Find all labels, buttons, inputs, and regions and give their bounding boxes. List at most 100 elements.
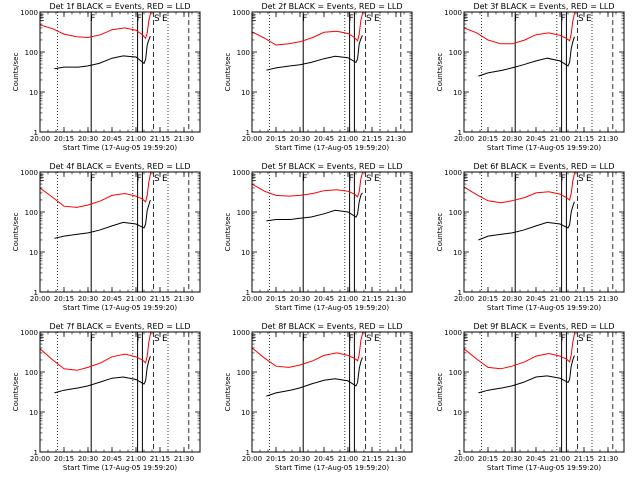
y-tick-label: 1000	[232, 9, 250, 17]
x-axis-label: Start Time (17-Aug-05 19:59:20)	[487, 464, 601, 472]
marker-label-f: F	[514, 174, 519, 184]
series-lld-line	[252, 332, 364, 368]
x-tick-label: 20:00	[454, 135, 474, 143]
plot-frame	[39, 331, 201, 453]
x-tick-label: 20:00	[30, 295, 50, 303]
x-tick-label: 21:30	[386, 295, 406, 303]
marker-label-f: F	[349, 334, 354, 344]
series-lld-line	[464, 332, 576, 370]
y-tick-label: 1000	[20, 329, 38, 337]
marker-label-s: S	[154, 334, 160, 344]
x-tick-label: 21:00	[126, 135, 146, 143]
series-lld-line	[40, 332, 152, 371]
x-tick-label: 20:30	[78, 135, 98, 143]
marker-label-s: S	[154, 174, 160, 184]
marker-label-e: E	[162, 14, 168, 24]
x-tick-label: 20:45	[314, 295, 334, 303]
plot-frame	[463, 331, 625, 453]
panel-title: Det 3f BLACK = Events, RED = LLD	[473, 2, 614, 11]
x-axis-label: Start Time (17-Aug-05 19:59:20)	[63, 144, 177, 152]
y-tick-label: 100	[25, 209, 38, 217]
marker-label-e: E	[586, 334, 592, 344]
panel-title: Det 5f BLACK = Events, RED = LLD	[261, 162, 402, 171]
y-tick-label: 1000	[232, 329, 250, 337]
x-axis-label: Start Time (17-Aug-05 19:59:20)	[275, 304, 389, 312]
x-tick-label: 21:15	[150, 455, 170, 463]
x-tick-label: 20:45	[102, 455, 122, 463]
x-tick-label: 20:15	[478, 295, 498, 303]
x-tick-label: 21:15	[362, 455, 382, 463]
marker-label-f: F	[349, 174, 354, 184]
y-tick-label: 10	[29, 249, 38, 257]
marker-label-e: E	[251, 174, 257, 184]
x-tick-label: 20:30	[290, 295, 310, 303]
x-axis-label: Start Time (17-Aug-05 19:59:20)	[63, 464, 177, 472]
marker-label-f: F	[302, 334, 307, 344]
marker-label-e: E	[39, 174, 45, 184]
x-axis-label: Start Time (17-Aug-05 19:59:20)	[275, 144, 389, 152]
x-tick-label: 21:30	[174, 135, 194, 143]
y-tick-label: 1	[246, 289, 250, 297]
x-tick-label: 20:00	[242, 295, 262, 303]
x-tick-label: 20:45	[102, 135, 122, 143]
marker-label-f: F	[514, 14, 519, 24]
x-tick-label: 20:00	[242, 455, 262, 463]
marker-label-s: S	[366, 14, 372, 24]
series-events-line	[266, 35, 363, 71]
x-tick-label: 20:15	[54, 295, 74, 303]
x-tick-label: 20:30	[502, 135, 522, 143]
x-tick-label: 20:30	[290, 455, 310, 463]
y-tick-label: 1000	[20, 169, 38, 177]
x-tick-label: 20:45	[314, 135, 334, 143]
y-axis-label: Counts/sec	[436, 373, 444, 412]
x-tick-label: 20:15	[54, 135, 74, 143]
x-tick-label: 20:00	[454, 295, 474, 303]
series-lld-line	[252, 172, 364, 198]
x-tick-label: 21:30	[386, 455, 406, 463]
y-tick-label: 1000	[444, 9, 462, 17]
marker-label-f: F	[137, 14, 142, 24]
x-tick-label: 21:15	[362, 295, 382, 303]
series-events-line	[478, 201, 575, 241]
x-tick-label: 20:15	[266, 295, 286, 303]
y-axis-label: Counts/sec	[12, 213, 20, 252]
x-tick-label: 20:45	[526, 135, 546, 143]
x-tick-label: 21:30	[174, 455, 194, 463]
series-lld-line	[464, 172, 576, 204]
plot-frame	[251, 11, 413, 133]
marker-label-s: S	[578, 174, 584, 184]
x-tick-label: 21:00	[338, 295, 358, 303]
x-tick-label: 21:00	[338, 135, 358, 143]
marker-label-f: F	[137, 174, 142, 184]
x-tick-label: 21:30	[174, 295, 194, 303]
y-tick-label: 100	[237, 49, 250, 57]
marker-label-s: S	[578, 14, 584, 24]
x-tick-label: 21:00	[550, 135, 570, 143]
x-tick-label: 21:00	[550, 455, 570, 463]
x-tick-label: 20:00	[30, 135, 50, 143]
x-tick-label: 21:30	[386, 135, 406, 143]
x-tick-label: 21:15	[150, 295, 170, 303]
panel-title: Det 8f BLACK = Events, RED = LLD	[261, 322, 402, 331]
marker-label-f: F	[561, 334, 566, 344]
y-tick-label: 10	[241, 89, 250, 97]
marker-label-e: E	[374, 14, 380, 24]
marker-label-e: E	[39, 14, 45, 24]
panel-title: Det 7f BLACK = Events, RED = LLD	[49, 322, 190, 331]
y-axis-label: Counts/sec	[436, 213, 444, 252]
x-tick-label: 20:00	[242, 135, 262, 143]
marker-label-s: S	[578, 334, 584, 344]
plot-frame	[39, 11, 201, 133]
marker-label-f: F	[90, 14, 95, 24]
x-tick-label: 21:15	[362, 135, 382, 143]
x-tick-label: 20:15	[54, 455, 74, 463]
series-events-line	[266, 192, 363, 222]
y-tick-label: 100	[449, 369, 462, 377]
